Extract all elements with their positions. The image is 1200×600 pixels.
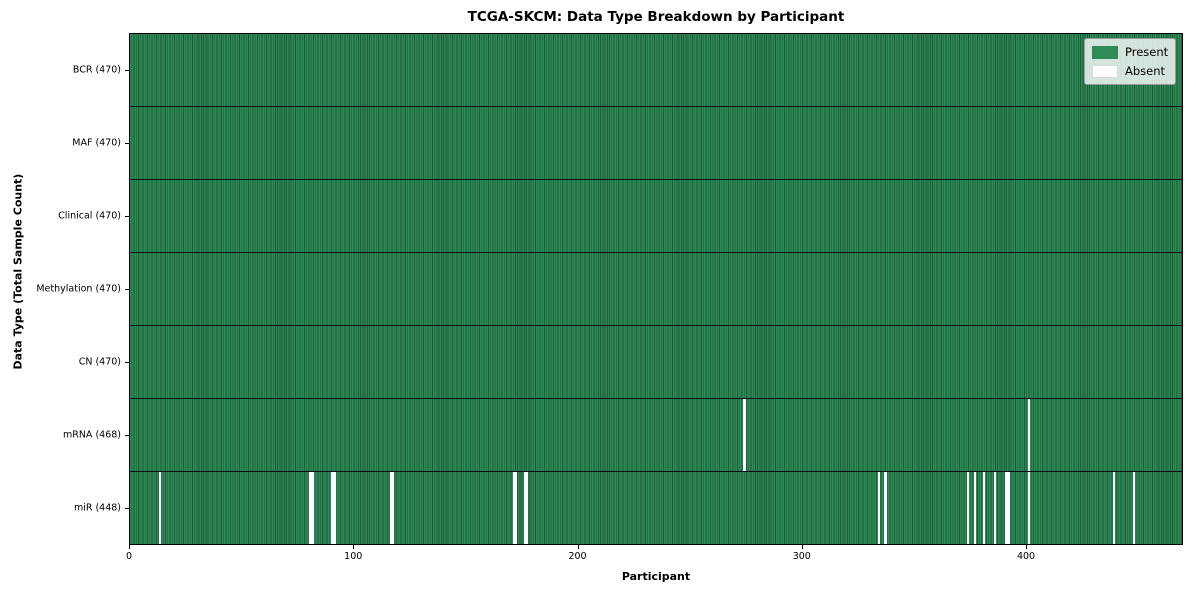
x-axis-label: Participant — [621, 570, 691, 583]
absent-stripe — [1132, 472, 1135, 544]
absent-stripe — [982, 472, 986, 544]
y-tick-mark — [125, 215, 129, 217]
y-tick-label: mRNA (468) — [62, 429, 121, 441]
absent-stripe — [159, 472, 162, 544]
absent-stripe — [1007, 472, 1010, 544]
row-clinical — [130, 179, 1182, 252]
y-tick-mark — [125, 289, 129, 290]
absent-stripe — [514, 472, 518, 544]
y-tick-mark — [125, 362, 129, 364]
x-tick-label: 100 — [344, 551, 363, 562]
absent-stripe — [1027, 399, 1030, 471]
x-tick-mark — [129, 545, 130, 549]
legend-entry-present: Present — [1092, 45, 1168, 59]
absent-stripe — [331, 472, 334, 544]
y-tick-label: miR (448) — [73, 502, 121, 514]
absent-stripe — [526, 472, 529, 544]
absent-stripe — [743, 399, 746, 471]
x-tick-mark — [577, 545, 579, 549]
absent-stripe — [967, 472, 970, 544]
absent-stripe — [391, 472, 395, 544]
absent-stripe — [389, 472, 392, 544]
absent-stripe — [993, 472, 997, 544]
absent-stripe — [309, 472, 312, 544]
y-axis-label: Data Type (Total Sample Count) — [11, 173, 25, 370]
absent-stripe — [973, 472, 977, 544]
absent-stripe — [523, 472, 527, 544]
y-tick-label: MAF (470) — [72, 137, 121, 149]
y-tick-mark — [125, 142, 129, 144]
y-tick-mark — [125, 435, 129, 437]
y-tick-label: BCR (470) — [72, 64, 121, 76]
x-tick-label: 0 — [125, 551, 133, 562]
y-tick-label: CN (470) — [78, 356, 121, 368]
x-tick-label: 400 — [1016, 551, 1036, 562]
absent-stripe — [1112, 472, 1115, 544]
absent-stripe — [877, 472, 880, 544]
present-swatch-icon — [1092, 45, 1118, 59]
y-tick-label: Clinical (470) — [58, 210, 121, 222]
absent-stripe — [311, 472, 314, 544]
absent-stripe — [1005, 472, 1008, 544]
chart-title: TCGA-SKCM: Data Type Breakdown by Partic… — [467, 9, 845, 25]
absent-stripe — [333, 472, 336, 544]
absent-swatch-icon — [1092, 64, 1118, 78]
row-methylation — [130, 252, 1182, 325]
legend-absent-label: Absent — [1125, 64, 1166, 78]
row-mrna — [130, 398, 1182, 471]
legend: Present Absent — [1084, 38, 1176, 85]
row-mir — [130, 471, 1182, 544]
x-tick-mark — [801, 545, 803, 549]
y-tick-mark — [125, 508, 129, 510]
x-tick-label: 300 — [792, 551, 811, 562]
x-tick-label: 200 — [568, 551, 587, 562]
row-maf — [130, 106, 1182, 179]
x-tick-mark — [353, 545, 355, 549]
absent-stripe — [884, 472, 887, 544]
x-tick-mark — [1026, 545, 1028, 549]
legend-entry-absent: Absent — [1092, 64, 1168, 78]
y-tick-label: Methylation (470) — [36, 283, 121, 295]
row-cn — [130, 325, 1182, 398]
y-tick-mark — [125, 69, 129, 71]
absent-stripe — [512, 472, 515, 544]
row-bcr — [130, 34, 1182, 106]
absent-stripe — [1027, 472, 1030, 544]
plot-area — [129, 33, 1183, 545]
legend-present-label: Present — [1125, 45, 1169, 59]
